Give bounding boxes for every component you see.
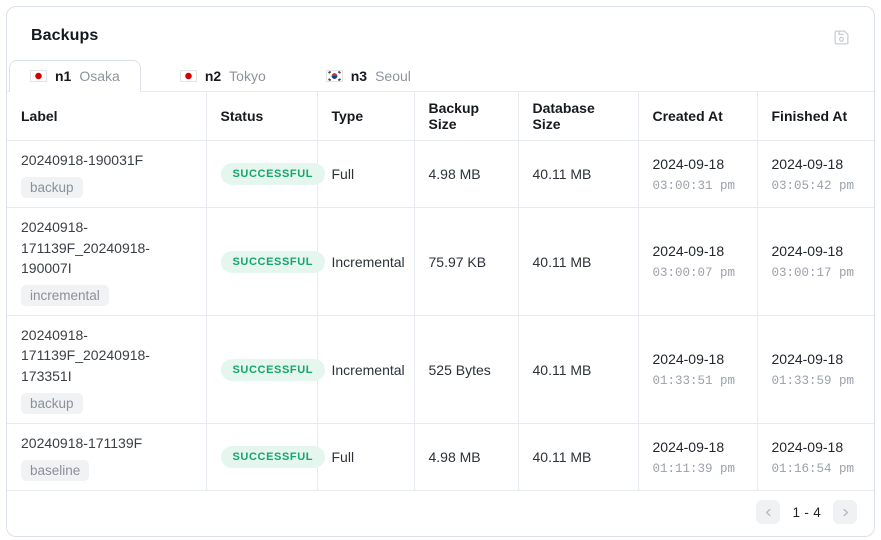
label-tag-badge: incremental xyxy=(21,285,109,307)
label-tag-badge: backup xyxy=(21,177,83,199)
backup-label: 20240918-171139F_20240918-173351I xyxy=(21,327,150,384)
backups-table-wrap: Label Status Type Backup Size Database S… xyxy=(7,91,874,492)
backup-type: Incremental xyxy=(317,315,415,425)
card-header: Backups xyxy=(7,7,874,60)
backups-card: Backups n1 Osaka n2 Tokyo xyxy=(6,6,875,537)
column-header-status: Status xyxy=(206,91,318,141)
column-header-database-size: Database Size xyxy=(518,91,639,141)
status-badge: SUCCESSFUL xyxy=(220,250,326,273)
page-range: 1 - 4 xyxy=(792,504,821,520)
backup-size: 75.97 KB xyxy=(414,207,519,317)
backup-label: 20240918-171139F_20240918-190007I xyxy=(21,219,150,276)
label-tag-badge: baseline xyxy=(21,460,90,482)
finished-time: 01:33:59 pm xyxy=(771,374,855,389)
backup-size: 4.98 MB xyxy=(414,140,519,209)
table-row[interactable]: 20240918-171139F_20240918-190007I increm… xyxy=(7,207,874,317)
status-badge: SUCCESSFUL xyxy=(220,163,326,186)
created-date: 2024-09-18 xyxy=(652,438,725,455)
chevron-left-icon[interactable] xyxy=(756,500,781,525)
finished-date: 2024-09-18 xyxy=(771,351,844,368)
chevron-right-icon[interactable] xyxy=(833,500,857,525)
tab-node-label: n1 xyxy=(55,68,72,84)
finished-time: 03:05:42 pm xyxy=(771,178,855,193)
created-time: 03:00:07 pm xyxy=(652,266,736,281)
status-badge: SUCCESSFUL xyxy=(220,358,326,381)
created-date: 2024-09-18 xyxy=(652,243,725,260)
label-tag-badge: backup xyxy=(21,393,83,415)
pagination: 1 - 4 xyxy=(7,491,874,536)
tab-node-label: n2 xyxy=(204,68,222,84)
table-row[interactable]: 20240918-171139F_20240918-173351I backup… xyxy=(7,315,874,425)
created-time: 01:11:39 pm xyxy=(652,461,736,476)
backups-table: Label Status Type Backup Size Database S… xyxy=(7,91,874,492)
finished-date: 2024-09-18 xyxy=(771,243,844,260)
database-size: 40.11 MB xyxy=(518,423,639,492)
column-header-label: Label xyxy=(7,91,207,141)
column-header-finished-at: Finished At xyxy=(757,91,874,141)
backup-label: 20240918-190031F xyxy=(21,152,144,168)
tab-n1-osaka[interactable]: n1 Osaka xyxy=(9,60,141,92)
tab-n2-tokyo[interactable]: n2 Tokyo xyxy=(159,60,287,92)
japan-flag-icon xyxy=(30,70,47,82)
table-row[interactable]: 20240918-171139F baseline SUCCESSFUL Ful… xyxy=(7,423,874,492)
table-row[interactable]: 20240918-190031F backup SUCCESSFUL Full … xyxy=(7,140,874,209)
created-time: 01:33:51 pm xyxy=(652,374,736,389)
created-time: 03:00:31 pm xyxy=(652,178,736,193)
backup-size: 4.98 MB xyxy=(414,423,519,492)
backup-label: 20240918-171139F xyxy=(21,435,143,452)
south-korea-flag-icon xyxy=(325,70,343,82)
node-tabs: n1 Osaka n2 Tokyo xyxy=(7,60,874,92)
backup-type: Full xyxy=(317,423,415,492)
finished-time: 01:16:54 pm xyxy=(771,461,855,476)
column-header-type: Type xyxy=(317,91,415,141)
backup-size: 525 Bytes xyxy=(414,315,519,425)
database-size: 40.11 MB xyxy=(518,207,639,317)
created-date: 2024-09-18 xyxy=(652,351,725,368)
tab-city-label: Osaka xyxy=(79,68,120,84)
column-header-created-at: Created At xyxy=(638,91,758,141)
backup-type: Full xyxy=(317,140,415,209)
column-header-backup-size: Backup Size xyxy=(414,91,519,141)
page-title: Backups xyxy=(31,27,99,44)
database-size: 40.11 MB xyxy=(518,140,639,209)
table-header-row: Label Status Type Backup Size Database S… xyxy=(7,91,874,141)
status-badge: SUCCESSFUL xyxy=(220,446,326,469)
created-date: 2024-09-18 xyxy=(652,155,725,172)
tab-n3-seoul[interactable]: n3 Seoul xyxy=(305,60,432,92)
tab-node-label: n3 xyxy=(350,68,368,84)
tab-city-label: Seoul xyxy=(375,68,411,84)
tab-city-label: Tokyo xyxy=(229,68,266,84)
save-icon[interactable] xyxy=(831,27,852,48)
finished-date: 2024-09-18 xyxy=(771,438,844,455)
japan-flag-icon xyxy=(179,70,197,82)
finished-time: 03:00:17 pm xyxy=(771,266,855,281)
database-size: 40.11 MB xyxy=(518,315,639,425)
finished-date: 2024-09-18 xyxy=(771,155,844,172)
backup-type: Incremental xyxy=(317,207,415,317)
